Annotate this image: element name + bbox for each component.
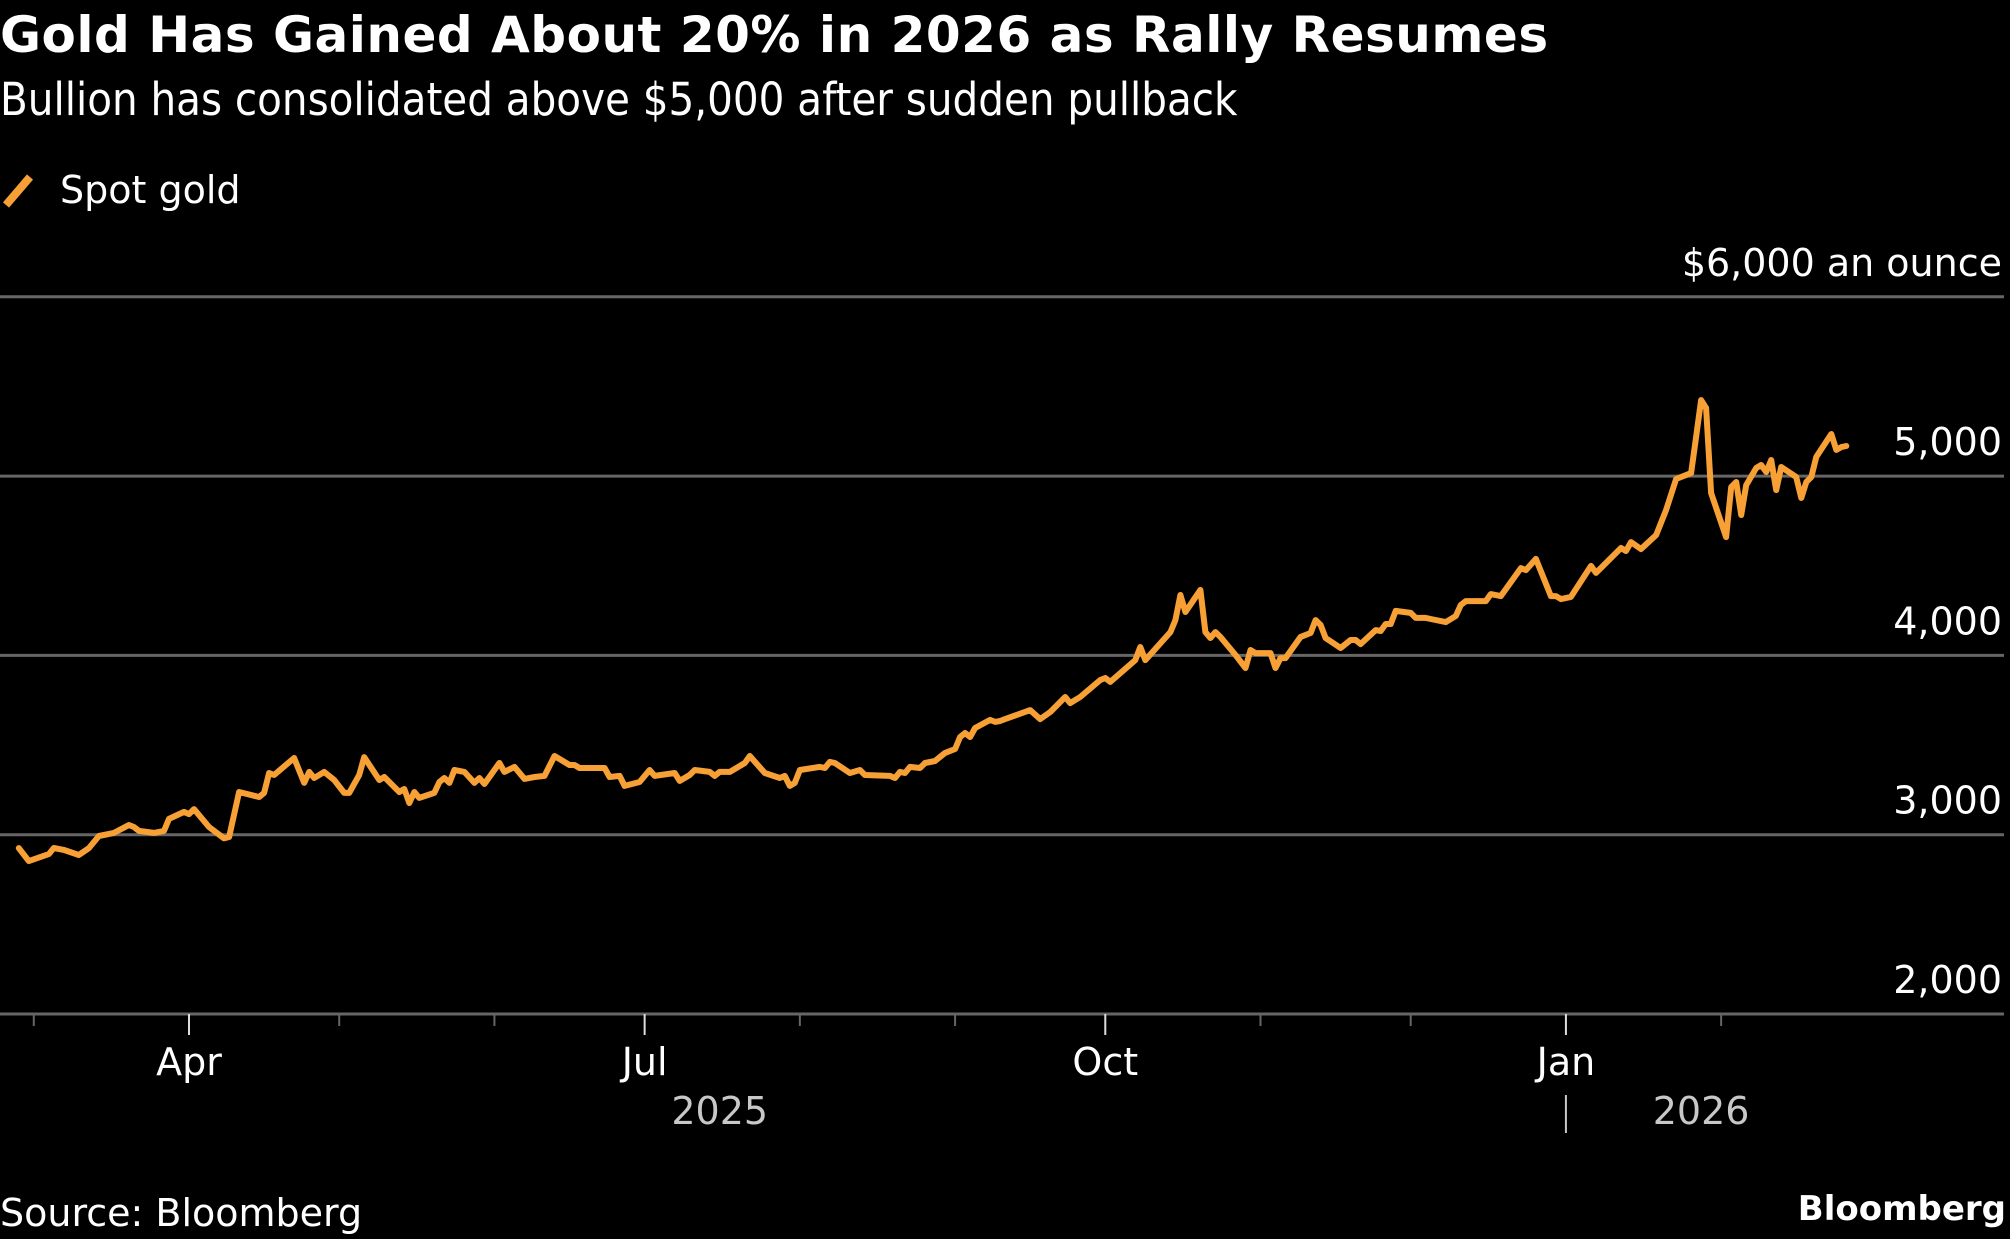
series-line-spot-gold	[15, 397, 1850, 865]
y-tick-label-5000: 5,000	[1893, 420, 2002, 464]
legend: Spot gold	[0, 162, 241, 218]
legend-label: Spot gold	[60, 168, 241, 212]
gridlines	[0, 295, 2004, 1016]
year-label-2025: 2025	[671, 1089, 768, 1133]
y-tick-label-4000: 4,000	[1893, 599, 2002, 643]
x-tick-label-jul: Jul	[620, 1040, 668, 1084]
y-axis-labels: $6,000 an ounce 5,000 4,000 3,000 2,000	[1682, 241, 2002, 1002]
line-swatch-icon	[2, 174, 34, 208]
y-tick-label-2000: 2,000	[1893, 958, 2002, 1002]
chart-title: Gold Has Gained About 20% in 2026 as Ral…	[0, 6, 1549, 64]
x-tick-label-jan: Jan	[1535, 1040, 1596, 1084]
y-tick-label-3000: 3,000	[1893, 779, 2002, 823]
series-layer	[15, 397, 1850, 865]
y-tick-label-6000: $6,000 an ounce	[1682, 241, 2002, 285]
chart-subtitle: Bullion has consolidated above $5,000 af…	[0, 73, 1238, 126]
x-tick-label-apr: Apr	[156, 1040, 222, 1084]
x-tick-label-oct: Oct	[1072, 1040, 1138, 1084]
source-note: Source: Bloomberg	[0, 1191, 363, 1235]
x-axis: Apr Jul Oct Jan 2025 2026	[32, 1014, 1750, 1133]
legend-item-spot-gold: Spot gold	[0, 162, 241, 218]
bloomberg-logo: Bloomberg	[1797, 1189, 2006, 1229]
year-label-2026: 2026	[1653, 1089, 1750, 1133]
